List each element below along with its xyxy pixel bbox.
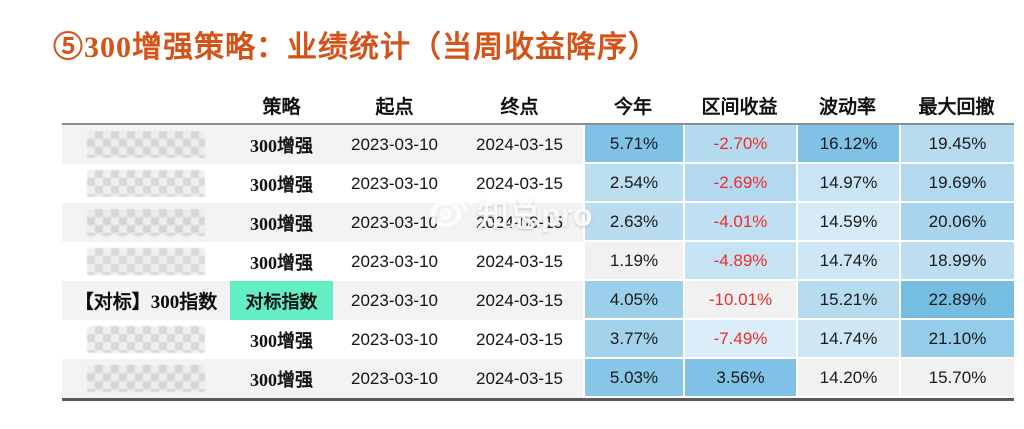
header-strategy: 策略 xyxy=(262,96,301,118)
strategy-cell: 300增强 xyxy=(250,174,313,195)
metric-cell-period-return: 3.56% xyxy=(683,359,796,398)
metric-cell-max-drawdown: 18.99% xyxy=(899,242,1014,281)
name-cell xyxy=(62,203,230,242)
end-cell: 2024-03-15 xyxy=(476,173,563,193)
metric-cell-volatility: 16.12% xyxy=(796,125,899,164)
metric-cell-period-return: -4.01% xyxy=(683,203,796,242)
metric-cell-ytd: 5.71% xyxy=(583,125,683,164)
metric-cell-volatility: 14.74% xyxy=(796,320,899,359)
end-cell: 2024-03-15 xyxy=(476,212,563,232)
metric-cell-period-return: -2.70% xyxy=(683,125,796,164)
redacted-name-mosaic xyxy=(87,326,205,353)
end-cell: 2024-03-15 xyxy=(476,251,563,271)
strategy-cell: 300增强 xyxy=(250,135,313,156)
strategy-cell: 300增强 xyxy=(250,369,313,390)
table-row: 300增强 2023-03-10 2024-03-15 2.63% -4.01%… xyxy=(62,203,1014,242)
metric-cell-max-drawdown: 21.10% xyxy=(899,320,1014,359)
redacted-name-mosaic xyxy=(87,365,205,392)
name-cell xyxy=(62,320,230,359)
page-title: ⑤300增强策略：业绩统计（当周收益降序） xyxy=(53,31,659,64)
metric-cell-ytd: 1.19% xyxy=(583,242,683,281)
name-cell xyxy=(62,242,230,281)
end-cell: 2024-03-15 xyxy=(476,368,563,388)
start-cell: 2023-03-10 xyxy=(351,212,438,232)
start-cell: 2023-03-10 xyxy=(351,134,438,154)
metric-cell-ytd: 2.54% xyxy=(583,164,683,203)
redacted-name-mosaic xyxy=(87,209,205,236)
start-cell: 2023-03-10 xyxy=(351,173,438,193)
metric-cell-ytd: 5.03% xyxy=(583,359,683,398)
metric-cell-ytd: 2.63% xyxy=(583,203,683,242)
start-cell: 2023-03-10 xyxy=(351,290,438,310)
start-cell: 2023-03-10 xyxy=(351,329,438,349)
metric-cell-ytd: 4.05% xyxy=(583,281,683,320)
metric-cell-max-drawdown: 19.69% xyxy=(899,164,1014,203)
metric-cell-period-return: -2.69% xyxy=(683,164,796,203)
header-start-date: 起点 xyxy=(375,96,414,118)
table-row: 300增强 2023-03-10 2024-03-15 2.54% -2.69%… xyxy=(62,164,1014,203)
table-row: 300增强 2023-03-10 2024-03-15 5.03% 3.56% … xyxy=(62,359,1014,398)
metric-cell-period-return: -7.49% xyxy=(683,320,796,359)
metric-cell-volatility: 14.74% xyxy=(796,242,899,281)
metric-cell-max-drawdown: 20.06% xyxy=(899,203,1014,242)
header-max-drawdown: 最大回撤 xyxy=(918,96,995,118)
start-cell: 2023-03-10 xyxy=(351,368,438,388)
metric-cell-period-return: -10.01% xyxy=(683,281,796,320)
strategy-cell: 300增强 xyxy=(250,213,313,234)
end-cell: 2024-03-15 xyxy=(476,329,563,349)
metric-cell-volatility: 14.97% xyxy=(796,164,899,203)
metric-cell-max-drawdown: 15.70% xyxy=(899,359,1014,398)
table-row: 300增强 2023-03-10 2024-03-15 3.77% -7.49%… xyxy=(62,320,1014,359)
name-cell: 【对标】300指数 xyxy=(74,292,218,313)
metric-cell-volatility: 14.59% xyxy=(796,203,899,242)
table-row: 【对标】300指数 对标指数 2023-03-10 2024-03-15 4.0… xyxy=(62,281,1014,320)
redacted-name-mosaic xyxy=(87,248,205,275)
metric-cell-period-return: -4.89% xyxy=(683,242,796,281)
metric-cell-max-drawdown: 19.45% xyxy=(899,125,1014,164)
performance-table: 策略 起点 终点 今年 区间收益 波动率 最大回撤 300增强 2023-03-… xyxy=(62,87,1014,401)
end-cell: 2024-03-15 xyxy=(476,290,563,310)
header-end-date: 终点 xyxy=(500,96,539,118)
header-period-return: 区间收益 xyxy=(701,96,778,118)
metric-cell-volatility: 15.21% xyxy=(796,281,899,320)
strategy-cell: 300增强 xyxy=(250,252,313,273)
table-body: 300增强 2023-03-10 2024-03-15 5.71% -2.70%… xyxy=(62,125,1014,401)
metric-cell-volatility: 14.20% xyxy=(796,359,899,398)
name-cell xyxy=(62,125,230,164)
header-ytd: 今年 xyxy=(613,96,652,118)
strategy-cell: 对标指数 xyxy=(230,281,333,320)
start-cell: 2023-03-10 xyxy=(351,251,438,271)
table-row: 300增强 2023-03-10 2024-03-15 1.19% -4.89%… xyxy=(62,242,1014,281)
strategy-cell: 300增强 xyxy=(250,330,313,351)
redacted-name-mosaic xyxy=(87,170,205,197)
end-cell: 2024-03-15 xyxy=(476,134,563,154)
metric-cell-max-drawdown: 22.89% xyxy=(899,281,1014,320)
redacted-name-mosaic xyxy=(87,131,205,158)
table-header-row: 策略 起点 终点 今年 区间收益 波动率 最大回撤 xyxy=(62,87,1014,125)
table-row: 300增强 2023-03-10 2024-03-15 5.71% -2.70%… xyxy=(62,125,1014,164)
name-cell xyxy=(62,164,230,203)
name-cell xyxy=(62,359,230,398)
header-volatility: 波动率 xyxy=(818,96,876,118)
metric-cell-ytd: 3.77% xyxy=(583,320,683,359)
